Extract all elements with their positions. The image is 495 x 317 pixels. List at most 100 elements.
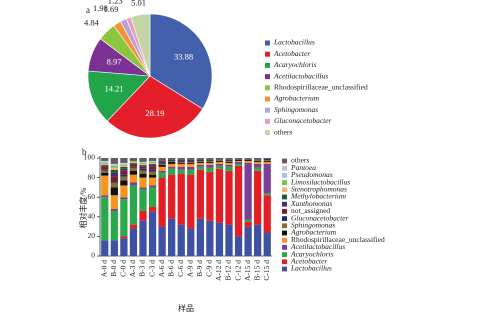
bar-segment — [234, 163, 243, 166]
bar-segment — [129, 224, 138, 229]
bar-segment — [148, 185, 157, 188]
legend-label: not_assigned — [291, 206, 330, 215]
x-tick-label: A-3 d — [128, 260, 137, 278]
legend-swatch — [282, 223, 287, 229]
x-tick-label: C-0 d — [119, 260, 128, 277]
bar-segment — [234, 236, 243, 256]
y-axis-label: 相对丰度/% — [78, 187, 88, 228]
bar-segment — [254, 163, 262, 168]
bar-segment — [168, 168, 176, 175]
bar-segment — [263, 232, 271, 256]
bar-segment — [225, 160, 233, 162]
bar-segment — [168, 163, 176, 167]
bar-segment — [120, 185, 128, 198]
bar-segment — [196, 218, 204, 256]
legend-label: Acetobacter — [290, 257, 327, 266]
bar-segment — [101, 165, 109, 167]
legend-swatch — [282, 266, 287, 272]
bar-segment — [129, 162, 138, 164]
legend-label: others — [274, 127, 292, 136]
bar-segment — [187, 228, 195, 256]
legend-swatch — [282, 201, 287, 207]
bar-segment — [206, 158, 214, 160]
bar-segment — [158, 161, 166, 163]
bar-segment — [187, 174, 195, 229]
x-tick-label: A-6 d — [157, 260, 166, 278]
bar-segment — [254, 167, 262, 171]
x-tick-label: A-12 d — [214, 260, 223, 281]
legend-label: Acetobacter — [273, 49, 310, 58]
bar-segment — [158, 170, 166, 173]
bar-segment — [129, 170, 138, 175]
bar-segment — [110, 165, 118, 168]
bar-segment — [148, 171, 157, 175]
x-tick-label: B-6 d — [166, 260, 175, 277]
bar-segment — [129, 174, 138, 183]
bar-segment — [244, 162, 252, 220]
legend-swatch — [282, 173, 287, 178]
bar-segment — [158, 166, 166, 171]
x-tick-label: B-9 d — [195, 260, 204, 277]
bar-segment — [139, 189, 147, 211]
bar-segment — [225, 161, 233, 163]
legend-swatch — [282, 165, 287, 171]
bar-segment — [225, 159, 233, 161]
legend-swatch — [265, 107, 270, 113]
bar-segment — [158, 162, 166, 164]
pie-slice — [106, 75, 204, 139]
bar-segment — [206, 162, 214, 165]
bar-segment — [244, 219, 252, 222]
bar-segment — [215, 222, 224, 256]
bar-segment — [168, 218, 176, 256]
bar-segment — [139, 177, 147, 188]
bar-segment — [101, 163, 109, 165]
legend-swatch — [282, 216, 287, 221]
bar-segment — [244, 159, 252, 161]
bar-segment — [148, 163, 157, 165]
legend-swatch — [282, 230, 287, 236]
bar-segment — [196, 161, 204, 163]
legend-swatch — [265, 118, 270, 124]
bar-segment — [206, 220, 214, 256]
bar-segment — [101, 170, 109, 173]
bar-segment — [177, 159, 185, 161]
bar-segment — [129, 167, 138, 171]
legend-swatch — [282, 158, 287, 164]
legend-label: Agrobacterium — [290, 228, 337, 237]
bar-segment — [168, 159, 176, 161]
bar-segment — [168, 166, 176, 169]
legend-label: Acetilactobacillus — [290, 242, 345, 251]
bar-segment — [187, 160, 195, 162]
bar-segment — [263, 161, 271, 164]
bar-segment — [206, 167, 214, 172]
value-label: 1.69 — [104, 4, 119, 14]
bar-segment — [168, 160, 176, 162]
bar-segment — [120, 236, 128, 239]
x-tick-label: B-3 d — [138, 260, 147, 277]
bar-segment — [120, 170, 128, 175]
legend-swatch — [282, 194, 287, 200]
panel-label: b — [82, 147, 87, 157]
legend-label: Acaryochloris — [273, 60, 317, 69]
bar-segment — [234, 165, 243, 237]
y-tick-label: 0 — [91, 251, 95, 260]
bar-segment — [101, 162, 109, 164]
bar-segment — [148, 161, 157, 163]
pie-slice — [87, 70, 151, 122]
x-tick-label: C-15 d — [262, 260, 271, 281]
value-label: 1.23 — [108, 0, 123, 6]
bar-segment — [254, 160, 262, 162]
bar-segment — [254, 224, 262, 256]
bar-segment — [254, 158, 262, 160]
bar-segment — [148, 158, 157, 161]
bar-segment — [110, 169, 118, 173]
bar-segment — [148, 160, 157, 162]
legend-label: Rhodospirillaceae_unclassified — [291, 235, 385, 244]
value-label: 8.97 — [107, 56, 122, 66]
legend-swatch — [265, 130, 270, 136]
bar-segment — [196, 162, 204, 165]
bar-segment — [215, 159, 224, 161]
legend-label: Acetilactobacillus — [273, 71, 328, 80]
bar-segment — [148, 162, 157, 164]
bar-segment — [110, 187, 118, 196]
